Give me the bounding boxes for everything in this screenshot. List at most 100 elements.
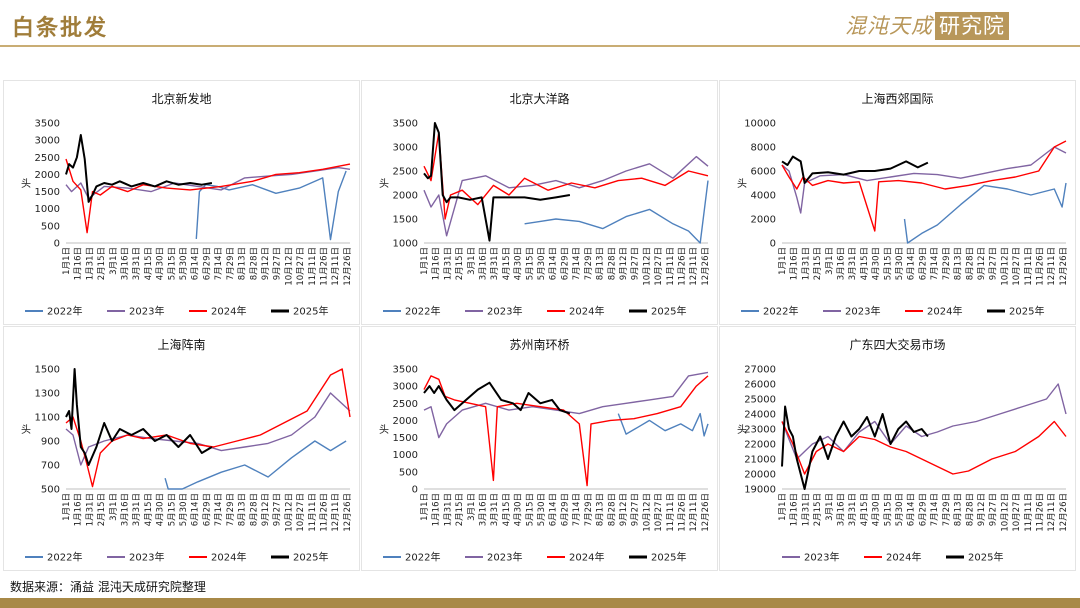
y-tick-label: 10000 — [744, 119, 776, 130]
y-tick-label: 27000 — [744, 365, 776, 376]
x-tick-label: 6月29日 — [202, 493, 212, 526]
x-tick-label: 5月30日 — [537, 247, 547, 280]
x-tick-label: 7月14日 — [214, 247, 224, 280]
x-tick-label: 4月15日 — [860, 493, 870, 526]
x-tick-label: 4月15日 — [144, 493, 154, 526]
x-tick-label: 7月14日 — [214, 493, 224, 526]
x-tick-label: 10月12日 — [642, 493, 652, 532]
y-tick-label: 1100 — [35, 413, 60, 424]
x-tick-label: 8月28日 — [607, 493, 617, 526]
x-tick-label: 8月13日 — [596, 493, 606, 526]
y-tick-label: 3500 — [393, 119, 418, 130]
y-tick-label: 2000 — [751, 215, 776, 226]
x-tick-label: 4月15日 — [860, 247, 870, 280]
legend-label: 2022年 — [763, 305, 798, 318]
x-tick-label: 5月15日 — [883, 493, 893, 526]
legend-label: 2023年 — [129, 551, 164, 564]
chart-title: 北京大洋路 — [509, 92, 570, 106]
x-tick-label: 11月26日 — [319, 493, 329, 532]
y-tick-label: 20000 — [744, 470, 776, 481]
y-axis-label: 头 — [737, 178, 747, 190]
legend-label: 2022年 — [405, 305, 440, 318]
x-tick-label: 8月28日 — [249, 493, 259, 526]
y-tick-label: 3500 — [393, 365, 418, 376]
y-tick-label: 1000 — [393, 450, 418, 461]
x-tick-label: 1月16日 — [432, 493, 442, 526]
y-tick-label: 1500 — [393, 215, 418, 226]
y-tick-label: 25000 — [744, 395, 776, 406]
x-tick-label: 8月13日 — [596, 247, 606, 280]
y-tick-label: 900 — [41, 437, 60, 448]
x-tick-label: 3月1日 — [109, 493, 119, 521]
x-tick-label: 5月30日 — [895, 247, 905, 280]
x-tick-label: 4月30日 — [872, 247, 882, 280]
x-tick-label: 8月28日 — [965, 247, 975, 280]
chart-title: 北京新发地 — [151, 92, 212, 106]
x-tick-label: 12月26日 — [701, 493, 711, 532]
y-tick-label: 3000 — [393, 143, 418, 154]
x-tick-label: 3月1日 — [109, 247, 119, 275]
y-tick-label: 2000 — [393, 416, 418, 427]
series-line-2024年 — [423, 375, 709, 487]
x-tick-label: 10月12日 — [284, 493, 294, 532]
chart-svg: 0 500 1000 1500 2000 2500 3000 3500 头 1月1日 1月16日 1月… — [379, 365, 711, 564]
x-tick-label: 9月12日 — [977, 493, 987, 526]
y-tick-label: 2500 — [393, 167, 418, 178]
x-tick-label: 1月16日 — [432, 247, 442, 280]
legend-label: 2024年 — [886, 551, 921, 564]
y-tick-label: 0 — [412, 485, 418, 496]
y-tick-label: 500 — [41, 221, 60, 232]
x-tick-label: 10月12日 — [284, 247, 294, 286]
y-tick-label: 3500 — [35, 119, 60, 130]
series-line-2024年 — [781, 140, 1067, 232]
y-tick-label: 1000 — [35, 204, 60, 215]
y-tick-label: 1500 — [393, 433, 418, 444]
chart-title: 上海阵南 — [157, 338, 206, 352]
y-axis-label: 头 — [21, 424, 31, 436]
x-tick-label: 5月15日 — [525, 493, 535, 526]
x-tick-label: 6月29日 — [560, 493, 570, 526]
x-tick-label: 1月16日 — [790, 493, 800, 526]
chart-svg: 500 700 900 1100 1300 1500 头 1月1日 1月16日 1月31日 2月15… — [21, 365, 353, 564]
x-tick-label: 6月14日 — [191, 247, 201, 280]
chart-title: 苏州南环桥 — [509, 338, 570, 352]
x-tick-label: 11月26日 — [677, 247, 687, 286]
x-tick-label: 3月16日 — [479, 247, 489, 280]
legend-label: 2024年 — [927, 305, 962, 318]
y-tick-label: 1300 — [35, 389, 60, 400]
x-tick-label: 2月15日 — [97, 247, 107, 280]
x-tick-label: 7月14日 — [930, 493, 940, 526]
x-tick-label: 4月15日 — [502, 247, 512, 280]
x-tick-label: 3月31日 — [490, 247, 500, 280]
legend-label: 2025年 — [1009, 305, 1044, 318]
chart-title: 广东四大交易市场 — [849, 338, 946, 352]
chart-svg: 0 500 1000 1500 2000 2500 3000 3500 头 1月1日 1月16日 1月… — [21, 119, 353, 318]
series-line-2022年 — [903, 182, 1067, 244]
x-tick-label: 1月31日 — [443, 493, 453, 526]
x-tick-label: 11月26日 — [1035, 247, 1045, 286]
y-axis-label: 头 — [21, 178, 31, 190]
x-tick-label: 6月29日 — [918, 247, 928, 280]
y-axis-label: 头 — [379, 178, 389, 190]
header: 白条批发 混沌天成 研究院 — [0, 0, 1080, 46]
x-tick-label: 6月14日 — [907, 247, 917, 280]
x-tick-label: 9月27日 — [989, 247, 999, 280]
x-tick-label: 9月12日 — [619, 247, 629, 280]
x-tick-label: 10月27日 — [1012, 247, 1022, 286]
y-tick-label: 1500 — [35, 365, 60, 376]
x-tick-label: 10月12日 — [1000, 493, 1010, 532]
x-tick-label: 10月27日 — [296, 493, 306, 532]
chart-panel-beijing-dayanglu: 北京大洋路 1000 1500 2000 2500 3000 3500 头 1月1日 1月16日 1… — [361, 80, 718, 325]
x-tick-label: 1月16日 — [74, 247, 84, 280]
x-tick-label: 12月11日 — [689, 493, 699, 532]
x-tick-label: 10月27日 — [296, 247, 306, 286]
bottom-band — [0, 598, 1080, 608]
x-tick-label: 10月27日 — [654, 247, 664, 286]
x-tick-label: 5月30日 — [179, 493, 189, 526]
x-tick-label: 7月29日 — [226, 493, 236, 526]
y-tick-label: 500 — [41, 485, 60, 496]
chart-panel-beijing-xinfadi: 北京新发地 0 500 1000 1500 2000 2500 3000 3500 头 1月1日 1月… — [3, 80, 360, 325]
x-tick-label: 4月30日 — [156, 247, 166, 280]
x-tick-label: 7月29日 — [942, 493, 952, 526]
